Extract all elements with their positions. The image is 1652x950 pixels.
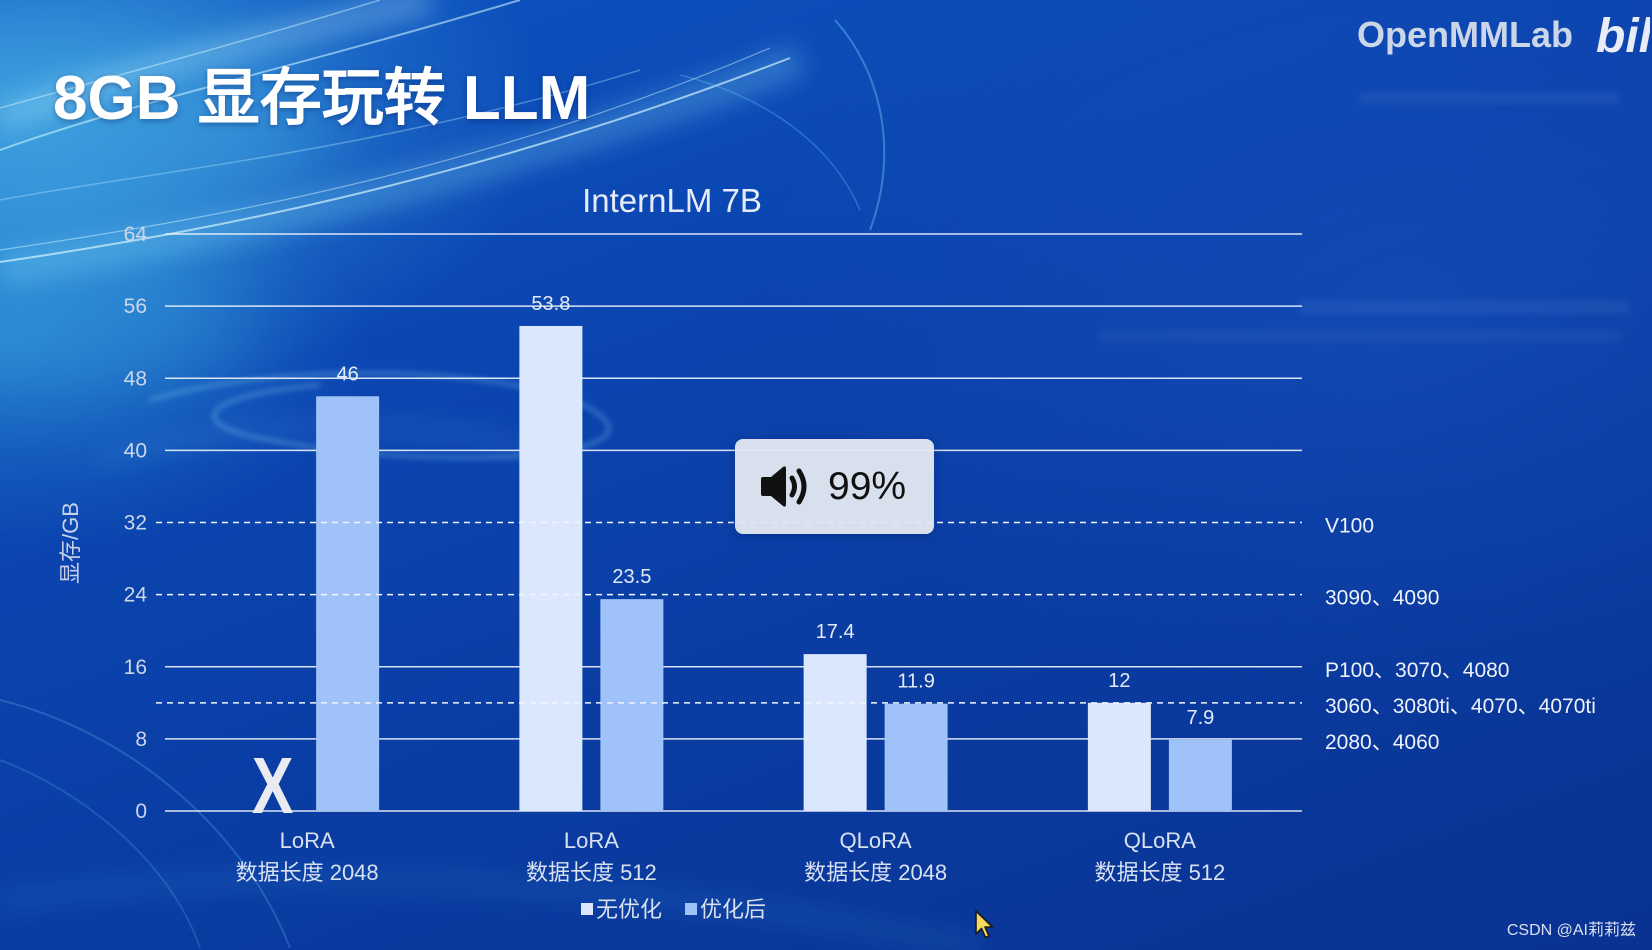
bar-value-label: 11.9 — [897, 671, 934, 693]
slide-title: 8GB 显存玩转 LLM — [53, 64, 591, 133]
volume-overlay: 99% — [735, 439, 934, 534]
bar-value-label: 23.5 — [612, 566, 651, 588]
x-category-label: 数据长度 512 — [1094, 860, 1225, 885]
y-tick-label: 24 — [124, 584, 148, 607]
y-tick-label: 56 — [124, 295, 147, 318]
bilibili-logo-text: bili — [1596, 10, 1650, 63]
light-streak — [0, 0, 381, 109]
gpu-reference-label: P100、3070、4080 — [1325, 659, 1509, 682]
x-category-method: QLoRA — [840, 828, 912, 853]
x-category-method: LoRA — [564, 828, 619, 853]
blurred-panel — [1360, 92, 1620, 104]
light-streak — [0, 0, 433, 133]
bar-optimized — [600, 599, 664, 811]
legend-swatch — [581, 903, 593, 915]
bar-value-label: 17.4 — [816, 621, 855, 643]
blurred-panel — [1300, 300, 1630, 314]
bilibili-logo: bili — [1596, 10, 1650, 63]
mouse-pointer-icon — [975, 910, 994, 939]
y-tick-label: 64 — [124, 223, 148, 246]
bar-value-label: 12 — [1108, 670, 1130, 692]
y-axis-title: 显存/GB — [58, 502, 83, 584]
bars: X 46 53.8 23.5 17.4 11.9 12 7.9 — [252, 293, 1232, 831]
gpu-reference-label: 3090、4090 — [1325, 587, 1439, 610]
light-arc — [0, 759, 201, 949]
light-streak — [0, 57, 791, 263]
light-streak — [0, 44, 807, 287]
bar-unoptimized — [519, 325, 583, 811]
y-tick-label: 8 — [135, 728, 147, 751]
x-category-label: 数据长度 2048 — [804, 860, 947, 885]
legend-label: 优化后 — [700, 897, 766, 922]
volume-level: 99% — [828, 465, 907, 508]
x-category-method: QLoRA — [1124, 828, 1196, 853]
bar-value-label: 53.8 — [531, 293, 570, 315]
no-result-marker: X — [252, 742, 294, 831]
light-arc — [0, 869, 983, 950]
bar-unoptimized — [1087, 702, 1151, 811]
legend-swatch — [685, 903, 697, 915]
x-category-label: 数据长度 512 — [526, 860, 657, 885]
bar-value-label: 46 — [337, 363, 359, 385]
y-tick-label: 0 — [135, 800, 147, 823]
gpu-reference-label: 2080、4060 — [1325, 731, 1439, 754]
bar-value-label: 7.9 — [1186, 707, 1214, 729]
blurred-panel — [1100, 330, 1620, 342]
gpu-reference-label: V100 — [1325, 515, 1374, 538]
speaker-icon — [761, 466, 807, 507]
light-streak — [0, 47, 771, 251]
axis-labels: 0 8 16 24 32 40 48 56 64 LoRA 数据长度 2048 LoRA 数据长度 51… — [124, 223, 1226, 885]
light-arc — [679, 74, 861, 211]
light-streak — [0, 69, 641, 201]
watermark: CSDN @AI莉莉兹 — [1506, 922, 1636, 939]
bar-optimized — [316, 396, 380, 811]
bar-optimized — [1168, 739, 1232, 811]
light-arc — [834, 19, 886, 231]
light-streak — [0, 0, 521, 151]
y-tick-label: 40 — [124, 439, 147, 462]
chart-title: InternLM 7B — [582, 182, 762, 219]
brand-logo-text: OpenMMLab — [1357, 14, 1573, 55]
gpu-reference-label: 3060、3080ti、4070、4070ti — [1325, 695, 1596, 718]
y-tick-label: 32 — [124, 512, 147, 535]
bar-optimized — [884, 703, 948, 811]
y-tick-label: 48 — [124, 367, 147, 390]
light-glow — [0, 20, 330, 240]
x-category-label: 数据长度 2048 — [236, 860, 379, 885]
bar-unoptimized — [803, 654, 867, 811]
light-arc — [0, 699, 291, 949]
x-category-method: LoRA — [280, 828, 335, 853]
gpu-reference-lines: V100 3090、4090 P100、3070、4080 3060、3080ti、4… — [156, 515, 1596, 754]
legend-label: 无优化 — [596, 897, 662, 922]
y-tick-label: 16 — [124, 656, 147, 679]
legend: 无优化 优化后 — [581, 897, 766, 922]
